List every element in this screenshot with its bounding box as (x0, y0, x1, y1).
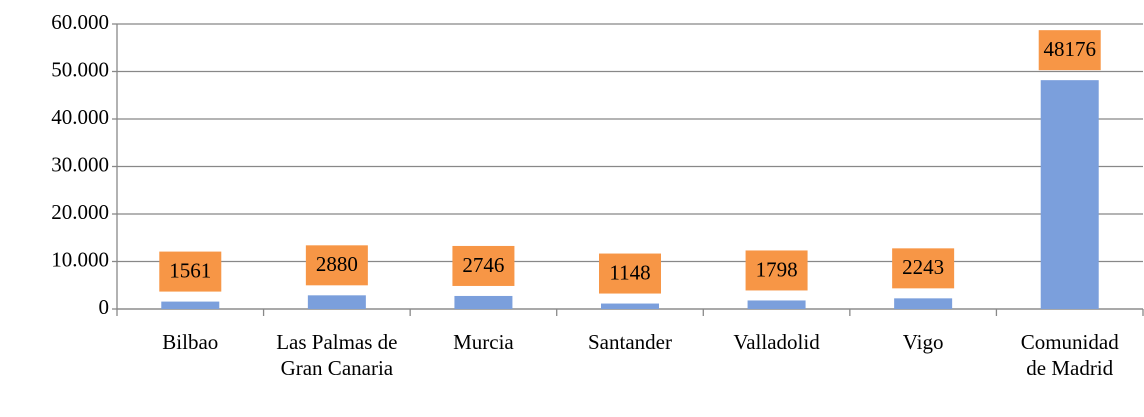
data-label: 1561 (169, 258, 211, 282)
data-label-box (452, 245, 515, 286)
data-label: 1148 (609, 260, 650, 284)
bar (161, 301, 220, 309)
bar (1040, 80, 1099, 309)
x-tick-label-box: Bilbao (162, 330, 219, 354)
bar (454, 295, 513, 309)
x-tick-label: Bilbao (162, 330, 219, 354)
y-tick-label: 0 (99, 295, 110, 319)
y-tick-label: 40.000 (51, 105, 109, 129)
x-tick-label-box: Comunidad de Madrid (1020, 330, 1119, 380)
x-tick-label: Murcia (453, 330, 514, 354)
x-tick-label: Las Palmas de Gran Canaria (276, 330, 398, 380)
x-tick-label-box: Las Palmas de Gran Canaria (276, 330, 398, 380)
bar (747, 300, 806, 309)
y-tick-label: 10.000 (51, 247, 109, 271)
bar (894, 298, 953, 309)
data-label: 48176 (1043, 37, 1096, 61)
x-tick-label: Valladolid (733, 330, 820, 354)
data-label: 2243 (902, 255, 944, 279)
data-label: 2880 (316, 252, 358, 276)
data-label-box (892, 248, 955, 289)
x-tick-label: Comunidad de Madrid (1020, 330, 1119, 380)
x-tick-label-box: Santander (587, 330, 672, 354)
x-tick-label: Vigo (902, 330, 944, 354)
x-tick-label: Santander (587, 330, 672, 354)
y-tick-label: 30.000 (51, 152, 109, 176)
data-label-box (599, 253, 661, 294)
x-tick-label-box: Murcia (453, 330, 514, 354)
bar (307, 295, 366, 309)
data-label: 2746 (462, 253, 504, 277)
y-tick-label: 20.000 (51, 200, 109, 224)
bar (601, 303, 659, 309)
x-tick-label-box: Vigo (902, 330, 944, 354)
data-label-box (1038, 30, 1101, 71)
y-tick-label: 60.000 (51, 10, 109, 34)
y-tick-label: 50.000 (51, 57, 109, 81)
data-label-box (159, 251, 222, 292)
data-label-box (305, 245, 368, 286)
x-tick-label-box: Valladolid (733, 330, 820, 354)
data-label: 1798 (756, 257, 798, 281)
data-label-box (745, 250, 808, 291)
